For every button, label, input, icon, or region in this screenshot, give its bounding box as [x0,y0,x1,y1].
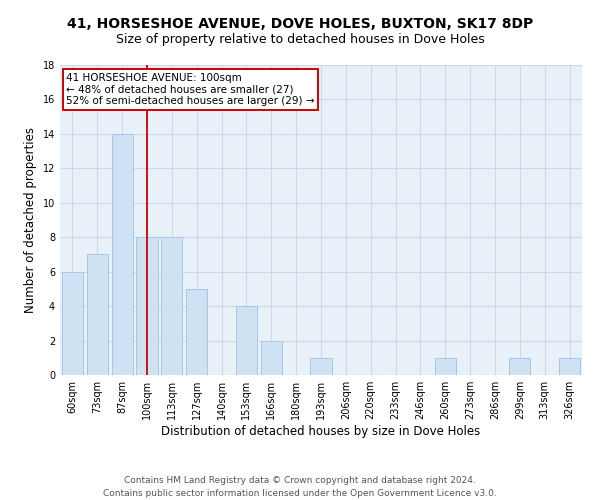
Bar [261,340,282,375]
Y-axis label: Number of detached properties: Number of detached properties [24,127,37,313]
Bar [310,358,332,375]
Text: 41 HORSESHOE AVENUE: 100sqm
← 48% of detached houses are smaller (27)
52% of sem: 41 HORSESHOE AVENUE: 100sqm ← 48% of det… [66,72,315,106]
Bar [559,358,580,375]
Text: 41, HORSESHOE AVENUE, DOVE HOLES, BUXTON, SK17 8DP: 41, HORSESHOE AVENUE, DOVE HOLES, BUXTON… [67,18,533,32]
Bar [161,237,182,375]
Bar [435,358,456,375]
Bar [186,289,207,375]
X-axis label: Distribution of detached houses by size in Dove Holes: Distribution of detached houses by size … [161,425,481,438]
Bar [509,358,530,375]
Text: Contains HM Land Registry data © Crown copyright and database right 2024.
Contai: Contains HM Land Registry data © Crown c… [103,476,497,498]
Bar [112,134,133,375]
Text: Size of property relative to detached houses in Dove Holes: Size of property relative to detached ho… [116,32,484,46]
Bar [62,272,83,375]
Bar [136,237,158,375]
Bar [236,306,257,375]
Bar [87,254,108,375]
